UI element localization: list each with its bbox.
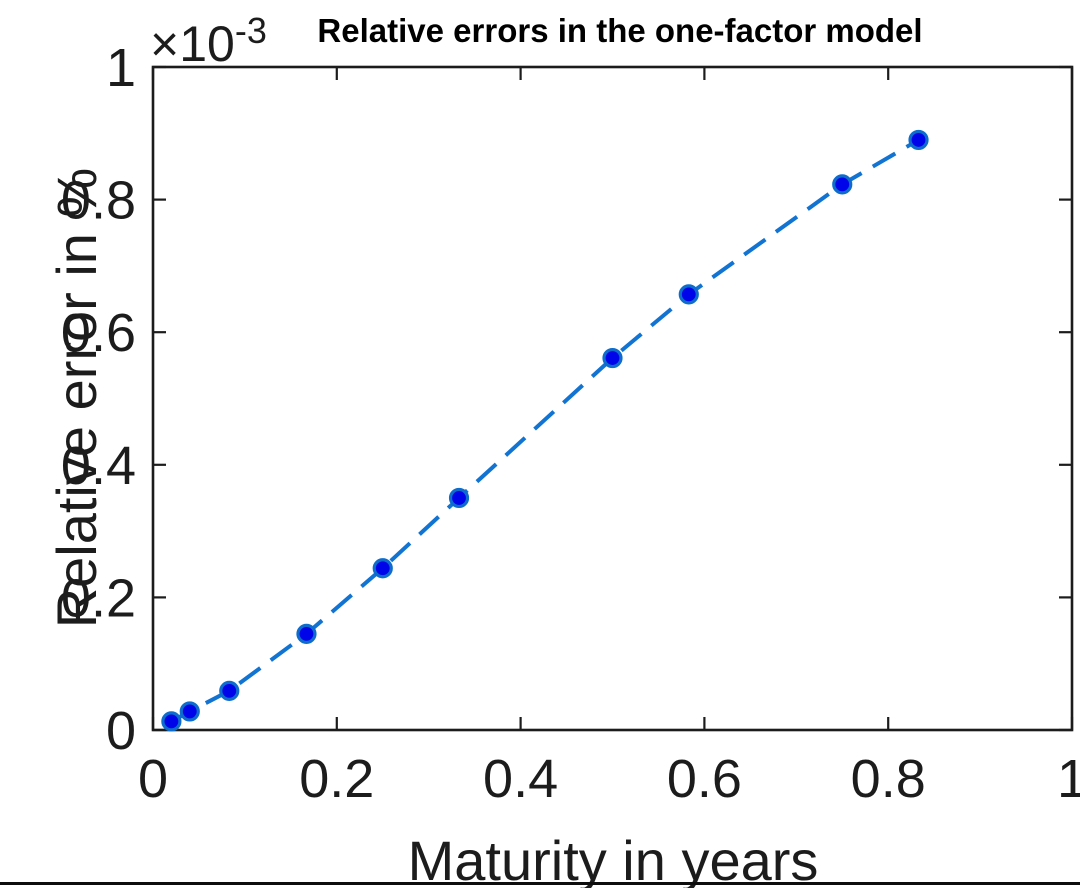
y-tick-label: 0 <box>106 701 136 761</box>
data-point <box>678 284 699 305</box>
data-point <box>832 174 853 195</box>
y-axis-label: Relative error in % <box>45 167 108 629</box>
data-point <box>219 680 240 701</box>
y-tick-label: 1 <box>106 38 136 98</box>
data-line <box>170 138 920 724</box>
x-tick-label: 0.4 <box>483 749 558 809</box>
x-tick-label: 1 <box>1057 749 1080 809</box>
y-tick-label: 0.6 <box>61 303 136 363</box>
data-point <box>179 701 200 722</box>
y-tick-label: 0.4 <box>61 436 136 496</box>
y-tick-label: 0.2 <box>61 568 136 628</box>
x-tick-label: 0.8 <box>851 749 926 809</box>
data-point <box>602 347 623 369</box>
data-point <box>372 558 393 579</box>
data-point <box>908 129 929 151</box>
y-tick-label: 0.8 <box>61 171 136 231</box>
data-point <box>161 711 182 732</box>
x-tick-label: 0 <box>138 749 168 809</box>
y-axis-offset-label: ×10-3 <box>150 10 267 73</box>
y-axis-offset-base: ×10 <box>150 16 235 72</box>
axis-box <box>151 65 1074 732</box>
chart-title: Relative errors in the one-factor model <box>317 12 923 49</box>
screenshot-bottom-rule <box>0 882 1080 885</box>
y-axis-offset-exponent: -3 <box>234 10 267 51</box>
x-axis-label: Maturity in years <box>407 829 819 888</box>
x-tick-label: 0.6 <box>667 749 742 809</box>
data-point <box>296 623 317 644</box>
x-tick-label: 0.2 <box>299 749 374 809</box>
data-point <box>448 487 470 509</box>
